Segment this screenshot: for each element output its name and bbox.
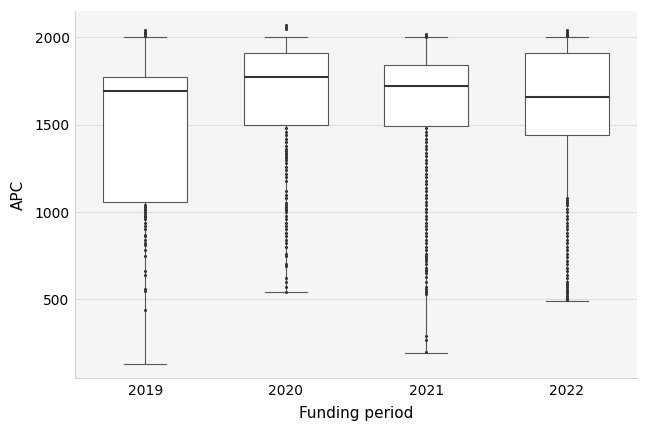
PathPatch shape bbox=[103, 76, 187, 203]
PathPatch shape bbox=[244, 53, 328, 125]
Y-axis label: APC: APC bbox=[11, 179, 26, 210]
X-axis label: Funding period: Funding period bbox=[299, 406, 413, 421]
PathPatch shape bbox=[384, 65, 469, 127]
PathPatch shape bbox=[524, 53, 609, 135]
